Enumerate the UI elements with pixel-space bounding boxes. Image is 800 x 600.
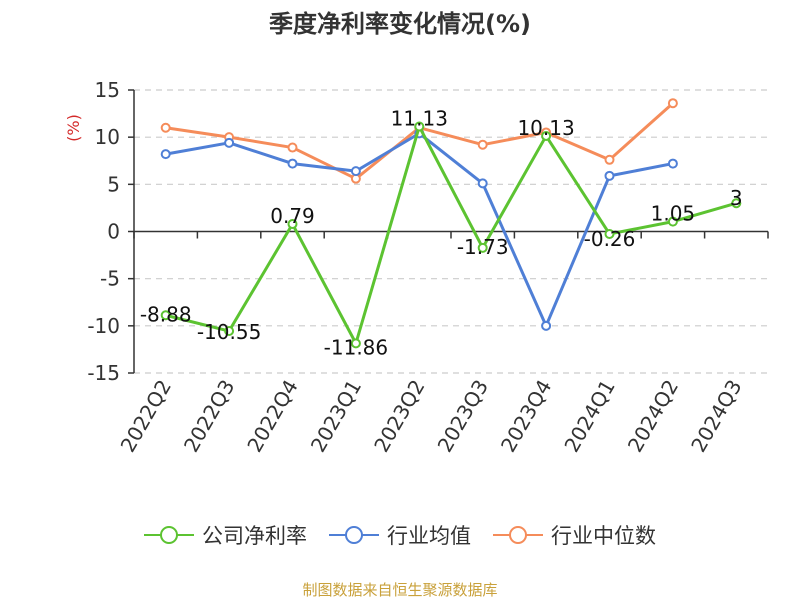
data-point-0[interactable]	[287, 219, 298, 230]
x-tick-label: 2022Q2	[116, 376, 176, 457]
data-label: -1.73	[457, 235, 509, 259]
data-point-0[interactable]	[667, 216, 678, 227]
data-point-1[interactable]	[541, 320, 552, 331]
data-point-1[interactable]	[160, 149, 171, 160]
x-tick-label: 2024Q3	[686, 376, 746, 457]
data-point-0[interactable]	[541, 130, 552, 141]
data-point-1[interactable]	[477, 178, 488, 189]
y-tick-label: -5	[100, 267, 120, 291]
data-point-2[interactable]	[477, 139, 488, 150]
y-tick-label: 5	[107, 172, 120, 196]
legend-industry-avg-icon	[329, 526, 379, 544]
x-tick-label: 2022Q4	[242, 376, 302, 457]
data-label: 11.13	[391, 107, 448, 131]
y-axis: 15 10 5 0 -5 -10 -15	[87, 78, 135, 385]
grid-lines	[134, 89, 768, 374]
data-label: -8.88	[140, 302, 192, 326]
data-point-1[interactable]	[224, 137, 235, 148]
y-tick-label: -15	[87, 361, 120, 385]
legend-item-industry-avg[interactable]: 行业均值	[329, 520, 471, 550]
data-point-0[interactable]	[350, 338, 361, 349]
data-label: -10.55	[197, 320, 261, 344]
legend-company-icon	[144, 526, 194, 544]
data-label: 1.05	[651, 202, 696, 226]
x-tick-label: 2024Q1	[559, 376, 619, 457]
data-labels: -8.88-10.55 0.79 -11.86 11.13 -1.73 10.13 -0.2…	[140, 107, 743, 360]
data-point-2[interactable]	[160, 122, 171, 133]
y-tick-label: 0	[107, 220, 120, 244]
data-point-1[interactable]	[667, 158, 678, 169]
series-lines	[160, 98, 742, 349]
data-point-1[interactable]	[604, 170, 615, 181]
x-tick-label: 2023Q4	[496, 376, 556, 457]
data-source-note: 制图数据来自恒生聚源数据库	[302, 581, 498, 599]
y-tick-label: 15	[95, 78, 120, 102]
legend: 公司净利率 行业均值 行业中位数	[0, 520, 800, 550]
x-tick-label: 2023Q3	[433, 376, 493, 457]
x-tick-label: 2024Q2	[623, 376, 683, 457]
data-label: -11.86	[324, 335, 388, 359]
chart-title: 季度净利率变化情况(%)	[269, 10, 531, 38]
data-point-0[interactable]	[731, 198, 742, 209]
data-label: 0.79	[270, 204, 315, 228]
legend-industry-median-icon	[493, 526, 543, 544]
data-point-1[interactable]	[350, 166, 361, 177]
data-point-1[interactable]	[287, 158, 298, 169]
series-line-0	[165, 125, 737, 345]
data-point-0[interactable]	[160, 310, 171, 321]
data-label: 10.13	[517, 116, 574, 140]
y-tick-label: 10	[95, 125, 120, 149]
data-point-0[interactable]	[224, 326, 235, 337]
legend-industry-avg-label: 行业均值	[387, 524, 471, 548]
x-tick-label: 2023Q2	[369, 376, 429, 457]
data-label: -0.26	[584, 227, 636, 251]
data-label: 3	[730, 186, 743, 210]
x-tick-label: 2022Q3	[179, 376, 239, 457]
data-point-2[interactable]	[604, 154, 615, 165]
x-tick-label: 2023Q1	[306, 376, 366, 457]
data-point-2[interactable]	[667, 98, 678, 109]
data-point-0[interactable]	[414, 121, 425, 132]
legend-company-label: 公司净利率	[202, 524, 307, 548]
y-axis-label: (%)	[64, 114, 83, 142]
y-tick-label: -10	[87, 314, 120, 338]
data-point-0[interactable]	[604, 228, 615, 239]
data-point-2[interactable]	[287, 142, 298, 153]
legend-industry-median-label: 行业中位数	[551, 524, 656, 548]
legend-item-company[interactable]: 公司净利率	[144, 520, 307, 550]
data-point-0[interactable]	[477, 242, 488, 253]
legend-item-industry-median[interactable]: 行业中位数	[493, 520, 656, 550]
